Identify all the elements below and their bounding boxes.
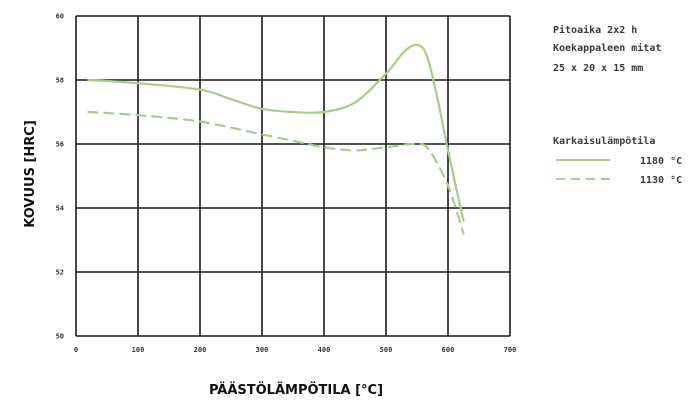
y-tick-label: 50 xyxy=(56,333,64,341)
note-line-1: Pitoaika 2x2 h xyxy=(553,24,637,36)
y-tick-label: 52 xyxy=(56,269,64,277)
x-tick-label: 400 xyxy=(318,346,331,354)
x-tick-label: 200 xyxy=(194,346,207,354)
y-tick-labels: 50 52 54 56 58 60 xyxy=(56,13,64,341)
legend-label-1130: 1130 °C xyxy=(640,175,682,186)
x-tick-label: 100 xyxy=(132,346,145,354)
series-line-1180 xyxy=(87,43,465,222)
series-lines xyxy=(87,43,465,235)
x-tick-label: 700 xyxy=(504,346,517,354)
x-tick-label: 0 xyxy=(74,346,78,354)
series-line-1130 xyxy=(87,110,465,235)
x-axis-title: PÄÄSTÖLÄMPÖTILA [°C] xyxy=(209,382,383,398)
x-tick-label: 300 xyxy=(256,346,269,354)
note-line-2: Koekappaleen mitat xyxy=(553,42,661,54)
legend-label-1180: 1180 °C xyxy=(640,156,682,167)
y-tick-label: 58 xyxy=(56,77,64,85)
y-tick-label: 56 xyxy=(56,141,64,149)
y-tick-label: 60 xyxy=(56,13,64,21)
y-axis-title: KOVUUS [HRC] xyxy=(23,120,38,228)
x-tick-labels: 0 100 200 300 400 500 600 700 xyxy=(74,346,516,354)
x-tick-label: 500 xyxy=(380,346,393,354)
legend: Karkaisulämpötila 1180 °C 1130 °C xyxy=(553,135,682,186)
y-tick-label: 54 xyxy=(56,205,64,213)
legend-title: Karkaisulämpötila xyxy=(553,135,655,147)
grid xyxy=(75,15,511,337)
x-tick-label: 600 xyxy=(442,346,455,354)
note-line-3: 25 x 20 x 15 mm xyxy=(553,63,643,74)
